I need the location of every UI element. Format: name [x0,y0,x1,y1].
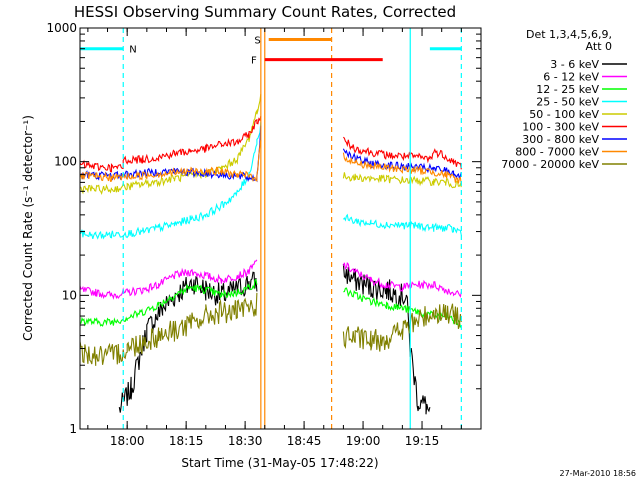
legend-entry-0: 3 - 6 keV [550,58,599,71]
legend-header-0: Det 1,3,4,5,6,9, [526,28,612,41]
series-4-line-1 [342,172,462,189]
series-5-line-0 [79,115,262,173]
legend-entry-8: 7000 - 20000 keV [501,158,599,171]
y-axis-label: Corrected Count Rate (s⁻¹ detector⁻¹) [21,115,35,341]
flag-label-2: N [129,45,136,56]
series-1-line-1 [342,261,462,298]
flag-bars: SF N [80,28,462,429]
legend-entry-7: 800 - 7000 keV [515,146,599,159]
x-tick-label-1: 18:15 [169,434,204,448]
footer-timestamp: 27-Mar-2010 18:56 [560,469,637,478]
flag-label-1: F [251,56,257,67]
series-7-line-0 [79,140,262,183]
flag-label-0: S [254,36,260,47]
x-tick-label-2: 18:30 [228,434,263,448]
legend-entry-1: 6 - 12 keV [543,71,599,84]
series-8-line-0 [79,292,258,366]
series-2-line-0 [79,278,258,327]
plot-data [79,94,462,415]
legend-entry-2: 12 - 25 keV [536,83,599,96]
legend-header-1: Att 0 [586,40,612,53]
y-tick-label-2: 100 [54,155,77,169]
y-tick-label-3: 1000 [46,21,77,35]
legend-entry-4: 50 - 100 keV [529,108,599,121]
series-8-line-1 [342,303,462,352]
plot-axes: 1 10 100 1000 18:00 18:15 18:30 18:45 19:00 19:15 [46,21,482,448]
legend-entry-6: 300 - 800 keV [522,133,599,146]
x-tick-label-3: 18:45 [287,434,322,448]
legend-entry-5: 100 - 300 keV [522,121,599,134]
series-0-line-1 [342,263,431,415]
series-7-line-1 [342,152,462,185]
plot-frame [79,27,482,430]
x-tick-label-4: 19:00 [346,434,381,448]
series-1-line-0 [79,259,258,300]
legend-entry-3: 25 - 50 keV [536,96,599,109]
series-5-line-1 [342,136,462,170]
y-tick-label-1: 10 [62,288,77,302]
x-tick-label-0: 18:00 [110,434,145,448]
chart-title: HESSI Observing Summary Count Rates, Cor… [74,3,456,21]
series-3-line-0 [79,122,262,240]
y-tick-label-0: 1 [69,422,77,436]
x-axis-label: Start Time (31-May-05 17:48:22) [181,456,378,470]
x-tick-label-5: 19:15 [405,434,440,448]
series-3-line-1 [342,213,462,236]
